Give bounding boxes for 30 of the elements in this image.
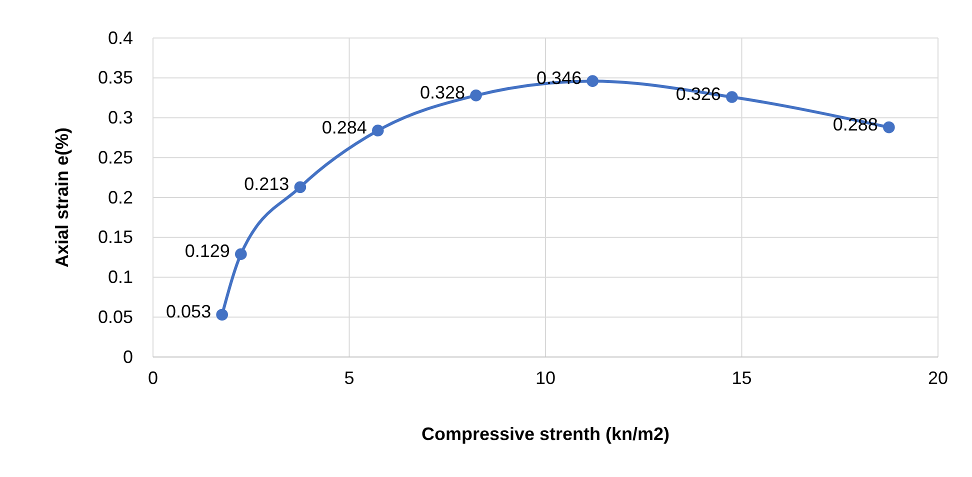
point <box>726 91 738 103</box>
y-tick-label: 0 <box>122 346 133 367</box>
data-label: 0.288 <box>832 114 878 134</box>
y-tick-label: 0.2 <box>108 187 133 208</box>
x-tick-label: 5 <box>344 368 354 388</box>
point <box>372 124 384 136</box>
point <box>586 75 599 87</box>
x-axis-title: Compressive strenth (kn/m2) <box>421 424 670 444</box>
data-label: 0.284 <box>322 118 367 138</box>
data-label: 0.328 <box>420 82 466 102</box>
point <box>216 308 228 321</box>
data-label: 0.053 <box>166 302 212 322</box>
x-tick-label: 20 <box>928 368 948 388</box>
y-tick-label: 0.3 <box>108 108 133 128</box>
y-axis-title: Axial strain e(%) <box>52 127 72 268</box>
data-label: 0.129 <box>184 241 230 262</box>
y-tick-label: 0.35 <box>98 68 133 88</box>
x-tick-label: 15 <box>732 368 752 388</box>
x-tick-label: 10 <box>535 368 556 388</box>
y-tick-label: 0.1 <box>108 267 133 288</box>
y-tick-label: 0.05 <box>98 306 133 327</box>
data-label: 0.213 <box>244 174 290 194</box>
y-tick-label: 0.25 <box>98 147 133 168</box>
x-tick-label: 0 <box>148 368 158 388</box>
point <box>883 121 895 134</box>
y-tick-label: 0.4 <box>108 28 133 48</box>
point <box>470 90 482 102</box>
y-tick-label: 0.15 <box>98 227 133 248</box>
point <box>294 181 306 194</box>
point <box>235 248 247 260</box>
